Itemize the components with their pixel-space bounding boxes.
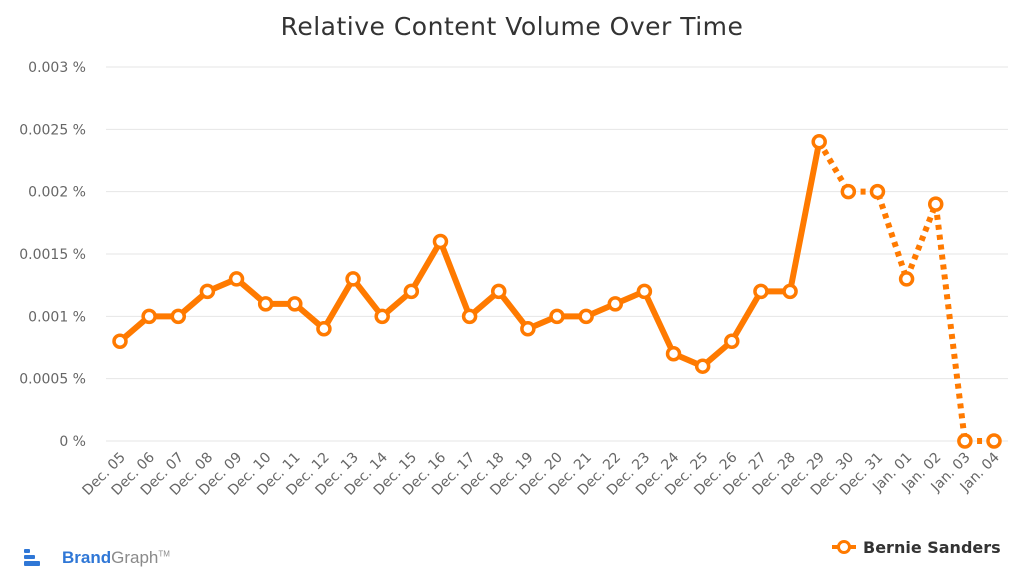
data-point[interactable]	[345, 271, 361, 287]
y-tick-label: 0.0025 %	[19, 122, 86, 138]
data-point[interactable]	[811, 134, 827, 150]
data-point[interactable]	[316, 321, 332, 337]
data-point[interactable]	[782, 283, 798, 300]
data-point[interactable]	[986, 433, 1002, 449]
data-point[interactable]	[927, 196, 944, 212]
y-tick-label: 0.0015 %	[19, 247, 86, 263]
data-point[interactable]	[898, 271, 915, 287]
data-point[interactable]	[257, 296, 274, 312]
data-point[interactable]	[228, 271, 245, 287]
data-point[interactable]	[694, 358, 711, 374]
y-tick-label: 0.002 %	[28, 185, 86, 201]
data-point[interactable]	[141, 308, 157, 325]
brandgraph-logo: BrandGraphTM	[24, 543, 170, 573]
y-tick-label: 0.003 %	[28, 60, 86, 76]
legend-label: Bernie Sanders	[863, 538, 1001, 557]
data-point[interactable]	[199, 283, 216, 300]
brand-name: BrandGraphTM	[62, 548, 170, 568]
grid-lines	[106, 66, 1008, 442]
legend-marker	[837, 540, 851, 554]
data-point[interactable]	[520, 321, 536, 337]
data-point[interactable]	[636, 283, 653, 300]
legend[interactable]: Bernie Sanders	[832, 538, 1001, 557]
data-point[interactable]	[753, 283, 769, 300]
data-point[interactable]	[665, 345, 682, 362]
brand-name-bold: Brand	[62, 548, 112, 567]
series-bernie-sanders	[112, 134, 1002, 449]
data-point[interactable]	[957, 433, 973, 449]
data-point[interactable]	[374, 308, 390, 325]
y-tick-label: 0.0005 %	[19, 372, 86, 388]
data-point[interactable]	[607, 296, 624, 312]
brand-name-light: Graph	[111, 548, 159, 567]
data-point[interactable]	[490, 283, 507, 300]
data-point[interactable]	[287, 296, 303, 312]
data-point[interactable]	[461, 308, 478, 325]
data-point[interactable]	[112, 333, 128, 350]
data-point[interactable]	[170, 308, 187, 325]
y-axis-ticks: 0 % 0.0005 % 0.001 % 0.0015 % 0.002 % 0.0025 …	[19, 60, 86, 450]
chart-title: Relative Content Volume Over Time	[281, 12, 744, 41]
data-point[interactable]	[432, 233, 449, 250]
data-point[interactable]	[724, 333, 740, 350]
brand-trademark: TM	[158, 549, 170, 559]
data-point[interactable]	[403, 283, 420, 300]
data-point[interactable]	[840, 183, 857, 200]
y-tick-label: 0 %	[59, 434, 86, 450]
y-tick-label: 0.001 %	[28, 309, 86, 325]
data-point[interactable]	[549, 308, 565, 325]
data-point[interactable]	[578, 308, 594, 325]
data-point[interactable]	[869, 183, 886, 200]
brand-logo-icon	[24, 549, 40, 567]
